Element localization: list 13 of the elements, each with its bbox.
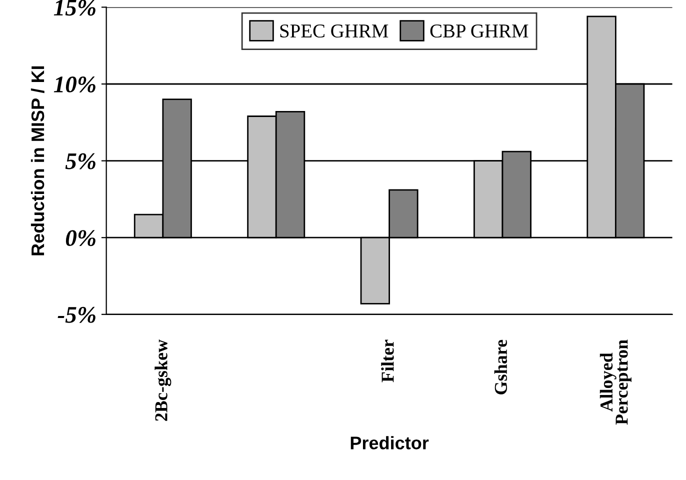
y-tick-label: 0%	[66, 230, 96, 246]
y-tick-label: 10%	[54, 76, 96, 92]
x-axis-title: Predictor	[350, 436, 429, 450]
x-tick-label: 2Bc-gskew	[154, 340, 172, 421]
legend-label: CBP GHRM	[430, 24, 528, 38]
x-tick-label: Gshare	[494, 340, 508, 394]
y-tick-label: 15%	[54, 0, 96, 16]
y-axis-title: Reduction in MISP / KI	[30, 66, 44, 256]
x-tick-label: Filter	[381, 340, 394, 382]
legend-label: SPEC GHRM	[280, 24, 388, 38]
y-tick-label: 5%	[65, 153, 96, 170]
x-tick-label: Alloyed Perceptron	[600, 340, 632, 425]
y-tick-label: -5%	[58, 306, 96, 323]
